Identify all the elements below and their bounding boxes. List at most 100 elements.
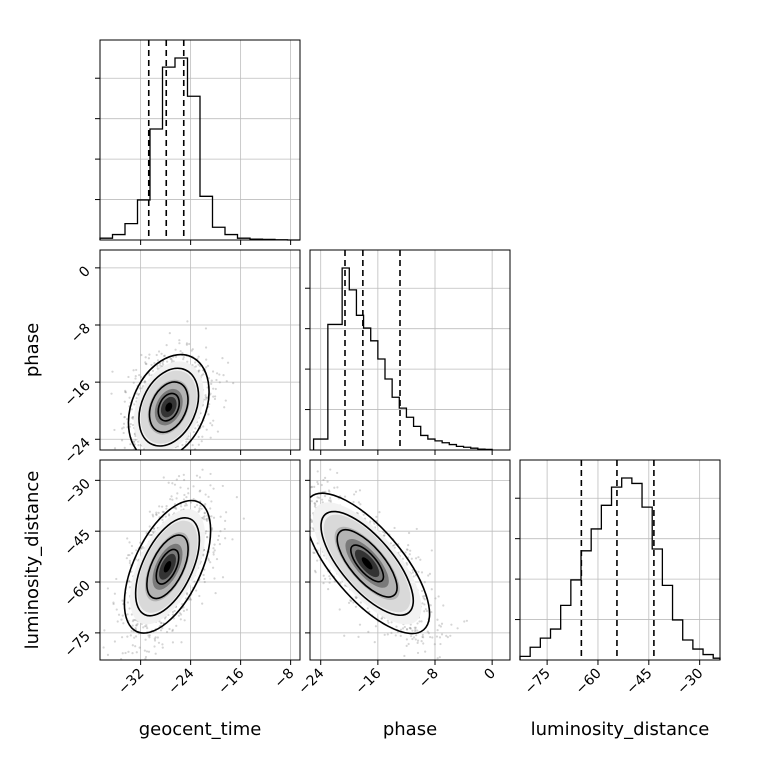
sample-point — [405, 561, 408, 565]
sample-point — [206, 364, 210, 367]
sample-point — [343, 495, 347, 498]
sample-point — [421, 635, 424, 639]
sample-point — [138, 373, 141, 377]
sample-point — [188, 342, 191, 346]
p2d-0-ytick-label-3: 0 — [76, 263, 94, 281]
sample-point — [154, 652, 157, 655]
sample-point — [123, 415, 126, 419]
sample-point — [186, 360, 189, 363]
sample-point — [322, 478, 325, 482]
sample-point — [161, 505, 164, 508]
sample-point — [207, 413, 210, 416]
sample-point — [132, 381, 135, 384]
sample-point — [198, 476, 202, 479]
sample-point — [434, 597, 437, 600]
sample-point — [313, 485, 316, 489]
sample-point — [303, 515, 305, 517]
contour-line-3 — [350, 544, 385, 583]
sample-point — [163, 617, 167, 620]
p2d-2-xtick-label-0: −24 — [295, 665, 327, 697]
p2d-1-ytick-label-1: −60 — [62, 578, 94, 610]
sample-point — [405, 548, 409, 551]
sample-point — [131, 644, 134, 647]
sample-point — [373, 641, 376, 644]
sample-point — [158, 465, 160, 467]
sample-point — [412, 575, 415, 578]
sample-point — [315, 500, 318, 503]
sample-point — [148, 533, 151, 537]
sample-point — [439, 642, 442, 646]
sample-point — [148, 374, 151, 377]
sample-point — [401, 557, 405, 560]
sample-point — [113, 592, 116, 595]
sample-point — [161, 518, 164, 521]
sample-point — [168, 627, 171, 631]
sample-point — [128, 425, 132, 428]
sample-point — [322, 574, 325, 577]
sample-point — [207, 557, 210, 560]
panel-2d-geocent_time-phase — [99, 249, 301, 451]
sample-point — [120, 439, 124, 442]
sample-point — [156, 636, 160, 639]
sample-point — [416, 622, 419, 625]
sample-point — [417, 556, 420, 559]
sample-point — [456, 627, 459, 630]
sample-point — [410, 635, 413, 638]
sample-point — [215, 557, 219, 561]
sample-point — [355, 596, 358, 599]
sample-point — [302, 521, 304, 523]
sample-point — [147, 650, 151, 653]
sample-point — [322, 582, 325, 585]
sample-point — [231, 538, 234, 541]
sample-point — [153, 362, 156, 365]
contour-line-2 — [146, 534, 189, 600]
sample-point — [186, 452, 188, 454]
sample-point — [131, 652, 134, 655]
sample-point — [112, 602, 115, 606]
sample-point — [132, 440, 135, 443]
sample-point — [156, 488, 158, 490]
sample-point — [147, 634, 150, 637]
sample-point — [121, 599, 124, 602]
sample-point — [191, 444, 194, 447]
sample-point — [158, 620, 161, 623]
sample-point — [235, 496, 238, 499]
sample-point — [367, 630, 370, 633]
sample-point — [395, 625, 398, 628]
sample-point — [159, 364, 162, 367]
sample-point — [201, 453, 203, 455]
histogram-phase — [312, 267, 493, 451]
sample-point — [195, 452, 197, 454]
sample-point — [130, 408, 133, 411]
sample-point — [145, 531, 148, 535]
sample-point — [212, 553, 215, 556]
sample-point — [144, 638, 147, 641]
sample-point — [414, 626, 417, 629]
sample-point — [174, 355, 178, 358]
sample-point — [182, 498, 186, 501]
sample-point — [422, 642, 425, 645]
sample-point — [301, 445, 303, 447]
sample-point — [132, 416, 135, 419]
sample-point — [179, 486, 182, 489]
sample-point — [129, 634, 132, 637]
sample-point — [176, 492, 179, 495]
sample-point — [148, 636, 151, 639]
sample-point — [203, 515, 206, 518]
sample-point — [394, 634, 397, 637]
sample-point — [329, 468, 332, 471]
sample-point — [414, 638, 417, 641]
sample-point — [171, 482, 174, 485]
sample-point — [399, 628, 403, 631]
sample-point — [292, 521, 294, 523]
sample-point — [144, 361, 147, 364]
sample-point — [302, 510, 304, 512]
sample-point — [128, 559, 132, 562]
sample-point — [328, 581, 331, 584]
sample-point — [209, 392, 212, 395]
sample-point — [203, 512, 206, 515]
sample-point — [134, 434, 137, 438]
sample-point — [211, 566, 215, 569]
sample-point — [133, 443, 136, 446]
sample-point — [427, 574, 430, 577]
